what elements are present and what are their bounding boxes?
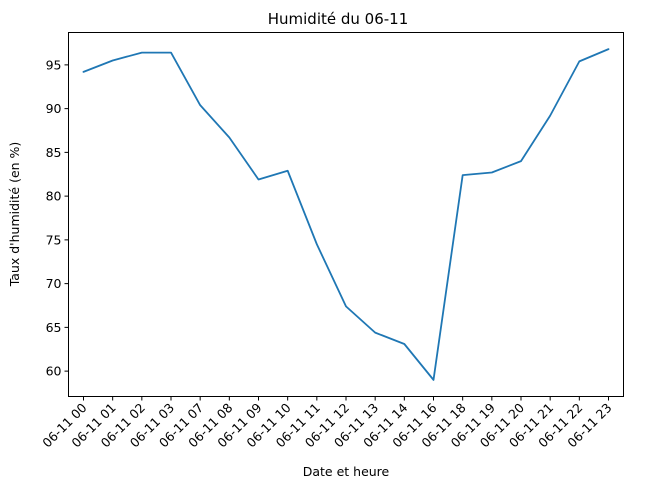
y-tick-label: 65	[46, 320, 62, 335]
plot-frame	[68, 32, 624, 397]
y-axis-label: Taux d'humidité (en %)	[7, 142, 22, 288]
humidity-series-line	[82, 48, 610, 381]
x-axis-label: Date et heure	[303, 464, 390, 479]
chart-title: Humidité du 06-11	[268, 10, 409, 28]
y-tick-label: 95	[46, 57, 62, 72]
y-tick-label: 80	[46, 189, 62, 204]
y-tick-label: 60	[46, 364, 62, 379]
y-tick-label: 85	[46, 145, 62, 160]
y-tick-label: 75	[46, 232, 62, 247]
y-tick-label: 70	[46, 276, 62, 291]
y-tick-label: 90	[46, 101, 62, 116]
